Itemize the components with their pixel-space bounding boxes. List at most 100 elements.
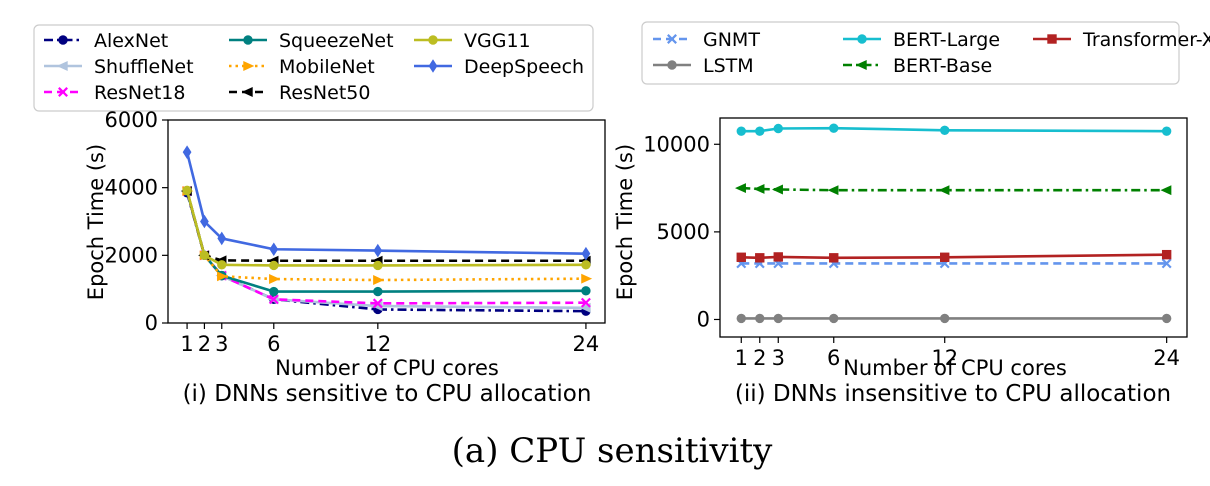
data-point-mobilenet (269, 274, 281, 284)
data-point-bert-base (753, 183, 765, 194)
plot-frame-sensitive (167, 119, 606, 324)
data-point-vgg11 (373, 260, 383, 271)
legend-marker-shufflenet (56, 61, 68, 71)
legend-marker-lstm (667, 60, 677, 70)
legend-entry-transformer-xl: Transformer-XL (1033, 29, 1210, 51)
legend-marker-resnet50 (241, 87, 253, 97)
legend-entries-sensitive: AlexNet ShuffleNet ResNet18 SqueezeNet Mobil… (44, 30, 584, 104)
data-point-resnet18 (372, 298, 383, 309)
data-point-resnet18 (580, 297, 591, 308)
data-point-deepspeech (373, 243, 383, 258)
x-tick-label-insensitive: 3 (772, 346, 785, 370)
data-point-deepspeech (269, 242, 279, 257)
data-point-transformer-xl (1161, 249, 1172, 260)
legend-marker-resnet18 (58, 87, 68, 97)
x-tick-label-insensitive: 6 (827, 346, 840, 370)
data-point-vgg11 (581, 260, 591, 270)
y-tick-label-sensitive: 6000 (105, 108, 158, 132)
y-tick-label-sensitive: 2000 (105, 243, 158, 267)
y-tick-label-sensitive: 4000 (105, 176, 158, 200)
series-deepspeech (182, 145, 591, 261)
x-tick-label-sensitive: 3 (215, 332, 228, 356)
legend-label-resnet50: ResNet50 (279, 82, 370, 104)
legend-label-bert-base: BERT-Base (893, 55, 992, 77)
chart-panel-insensitive: GNMT LSTM BERT-Large BERT-Base Transformer-X… (613, 21, 1210, 407)
chart-panel-sensitive: AlexNet ShuffleNet ResNet18 SqueezeNet Mobil… (33, 24, 606, 407)
subtitle-sensitive: (i) DNNs sensitive to CPU allocation (183, 381, 592, 407)
legend-label-vgg11: VGG11 (464, 30, 531, 52)
series-line-deepspeech (185, 151, 586, 255)
x-axis-label-insensitive: Number of CPU cores (843, 356, 1067, 380)
legend-entry-bert-large: BERT-Large (843, 29, 1000, 51)
legend-entry-shufflenet: ShuffleNet (44, 56, 194, 78)
series-line-bert-base (741, 186, 1167, 192)
series-vgg11 (182, 185, 591, 271)
data-point-gnmt (1161, 258, 1172, 269)
data-point-vgg11 (182, 185, 192, 196)
series-shufflenet (180, 186, 591, 313)
legend-insensitive (641, 21, 1180, 85)
series-line-resnet18 (185, 190, 586, 305)
legend-entries-insensitive: GNMT LSTM BERT-Large BERT-Base Transformer-X… (653, 29, 1210, 77)
plot-frame-insensitive (719, 117, 1188, 338)
data-point-transformer-xl (829, 253, 839, 263)
data-point-mobilenet (373, 275, 385, 286)
legend-marker-vgg11 (428, 35, 438, 45)
x-tick-label-sensitive: 12 (364, 332, 391, 356)
series-lstm (736, 313, 1172, 324)
legend-marker-transformer-xl (1047, 34, 1057, 44)
data-point-mobilenet (581, 273, 593, 284)
legend-entry-resnet18: ResNet18 (44, 82, 185, 104)
data-point-bert-base (938, 185, 950, 196)
legend-label-resnet18: ResNet18 (94, 82, 185, 104)
y-axis-label-sensitive: Epoch Time (s) (84, 144, 108, 300)
y-tick-label-insensitive: 5000 (657, 220, 710, 244)
x-tick-label-sensitive: 1 (180, 332, 193, 356)
x-tick-label-sensitive: 2 (198, 332, 211, 356)
series-line-transformer-xl (741, 253, 1167, 260)
data-point-bert-large (755, 126, 765, 136)
data-point-deepspeech (182, 145, 192, 159)
data-point-resnet18 (268, 294, 279, 305)
legend-marker-bert-base (855, 60, 867, 70)
data-point-lstm (829, 313, 839, 324)
x-tick-label-insensitive: 2 (753, 346, 766, 370)
data-point-bert-large (736, 126, 746, 136)
data-point-lstm (1161, 313, 1172, 324)
data-point-transformer-xl (773, 252, 783, 262)
legend-sensitive (33, 24, 594, 112)
series-mobilenet (182, 186, 593, 286)
data-point-deepspeech (200, 214, 209, 229)
data-point-bert-large (773, 123, 783, 134)
legend-label-transformer-xl: Transformer-XL (1082, 29, 1210, 51)
data-point-vgg11 (217, 260, 227, 270)
series-line-bert-large (741, 126, 1167, 133)
series-squeezenet (182, 186, 591, 297)
legend-entry-mobilenet: MobileNet (229, 56, 375, 78)
data-point-deepspeech (217, 231, 227, 246)
data-point-lstm (940, 313, 950, 324)
legend-marker-alexnet (58, 35, 68, 45)
data-point-transformer-xl (940, 252, 950, 262)
legend-label-alexnet: AlexNet (94, 30, 168, 52)
legend-entry-vgg11: VGG11 (414, 30, 531, 52)
legend-label-shufflenet: ShuffleNet (94, 56, 194, 78)
legend-marker-mobilenet (243, 61, 255, 71)
legend-entry-resnet50: ResNet50 (229, 82, 370, 104)
data-point-deepspeech (581, 246, 591, 261)
data-point-bert-large (829, 123, 839, 133)
data-point-vgg11 (199, 250, 210, 261)
x-axis-label-sensitive: Number of CPU cores (275, 356, 499, 380)
legend-marker-gnmt (667, 34, 677, 44)
legend-entry-alexnet: AlexNet (44, 30, 168, 52)
data-point-squeezenet (373, 286, 383, 297)
data-point-bert-base (772, 184, 783, 195)
y-axis-label-insensitive: Epoch Time (s) (613, 144, 637, 300)
legend-label-bert-large: BERT-Large (893, 29, 1000, 51)
data-point-lstm (773, 313, 783, 324)
legend-entry-deepspeech: DeepSpeech (414, 56, 584, 78)
data-point-lstm (755, 313, 765, 324)
data-point-vgg11 (269, 260, 279, 271)
